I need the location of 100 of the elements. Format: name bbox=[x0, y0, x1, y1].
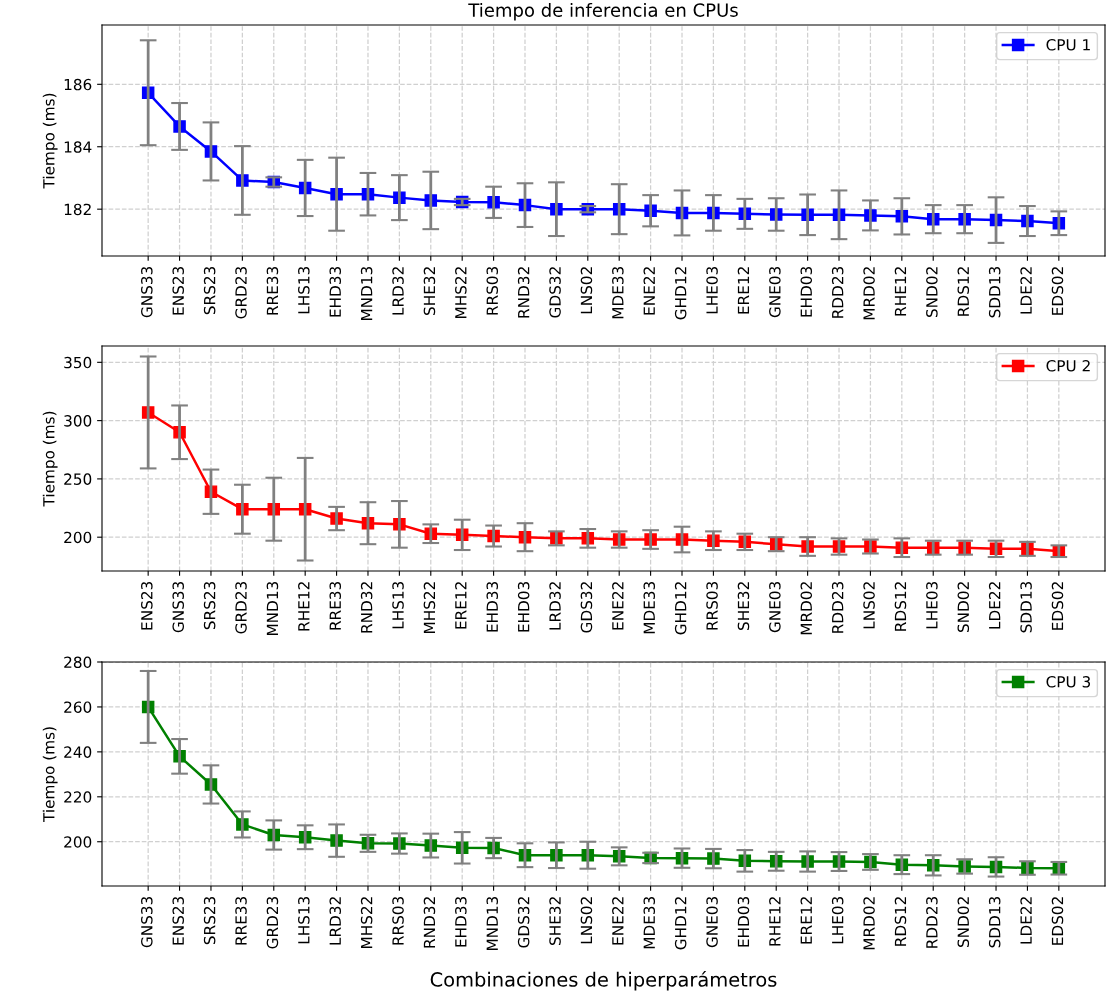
x-tick-label: LRD32 bbox=[329, 897, 342, 945]
x-tick-label: EDS02 bbox=[1051, 897, 1064, 945]
x-tick-label: ENS23 bbox=[172, 266, 184, 315]
x-tick-label: MRD02 bbox=[800, 582, 813, 635]
y-tick-label: 182 bbox=[64, 203, 91, 216]
y-axis-title: Tiempo (ms) bbox=[42, 727, 58, 823]
y-tick-label: 186 bbox=[64, 78, 92, 91]
x-tick-label: MND13 bbox=[266, 581, 279, 636]
x-tick-label: RRE33 bbox=[266, 266, 279, 315]
x-tick-label: ENE22 bbox=[643, 267, 655, 315]
legend-label: CPU 1 bbox=[1046, 39, 1090, 51]
y-tick-label: 260 bbox=[64, 701, 92, 713]
x-tick-label: LHE03 bbox=[831, 896, 844, 944]
x-tick-label: LHS13 bbox=[298, 896, 310, 944]
x-tick-label: LNS02 bbox=[580, 897, 593, 944]
x-tick-label: MRD02 bbox=[863, 267, 875, 320]
y-tick-label: 184 bbox=[64, 141, 92, 153]
x-tick-label: ENE22 bbox=[612, 582, 624, 630]
y-tick-label: 220 bbox=[64, 791, 92, 803]
x-tick-label: SDD13 bbox=[988, 896, 1001, 948]
x-tick-label: RDD23 bbox=[926, 896, 938, 948]
x-tick-label: EDS02 bbox=[1051, 582, 1064, 630]
x-tick-label: SND02 bbox=[957, 582, 970, 633]
x-tick-label: ENS23 bbox=[172, 896, 184, 945]
x-tick-label: RDD23 bbox=[831, 581, 844, 633]
x-tick-label: LNS02 bbox=[580, 267, 593, 314]
x-tick-label: LRD32 bbox=[392, 267, 404, 315]
x-tick-label: EDS02 bbox=[1051, 267, 1064, 315]
x-tick-label: RRS03 bbox=[706, 581, 718, 630]
y-axis-title: Tiempo (ms) bbox=[42, 93, 58, 189]
x-tick-label: GDS32 bbox=[549, 267, 561, 318]
x-tick-label: LHS13 bbox=[298, 266, 310, 314]
x-tick-label: EHD03 bbox=[517, 581, 530, 632]
x-tick-label: GNE03 bbox=[706, 896, 718, 948]
x-tick-label: RRE33 bbox=[329, 581, 342, 630]
x-tick-label: LDE22 bbox=[988, 582, 1001, 629]
y-axis-title: Tiempo (ms) bbox=[42, 411, 58, 507]
x-tick-label: ERE12 bbox=[455, 582, 467, 629]
x-tick-label: RDD23 bbox=[831, 266, 844, 318]
x-tick-label: SHE32 bbox=[737, 582, 750, 630]
chart-title: Tiempo de inferencia en CPUs bbox=[468, 2, 738, 21]
x-tick-label: MDE33 bbox=[643, 581, 656, 634]
y-tick-label: 250 bbox=[64, 473, 92, 485]
x-tick-label: GDS32 bbox=[580, 582, 593, 633]
x-tick-label: SHE32 bbox=[549, 897, 561, 945]
x-tick-label: MDE33 bbox=[612, 266, 624, 319]
x-tick-label: MND13 bbox=[360, 266, 373, 321]
x-tick-label: RND32 bbox=[360, 582, 373, 633]
x-tick-label: RHE12 bbox=[298, 582, 310, 631]
x-tick-label: LDE22 bbox=[1020, 267, 1032, 314]
x-tick-label: RND32 bbox=[517, 267, 530, 318]
x-tick-label: GNE03 bbox=[769, 266, 781, 318]
x-tick-label: MND13 bbox=[486, 896, 499, 951]
x-tick-label: ERE12 bbox=[737, 267, 750, 314]
y-tick-label: 300 bbox=[64, 415, 92, 427]
x-tick-label: GHD12 bbox=[674, 582, 687, 635]
x-tick-label: RRS03 bbox=[486, 266, 499, 315]
x-tick-label: EHD33 bbox=[329, 266, 342, 317]
x-tick-label: LHE03 bbox=[706, 266, 718, 314]
x-tick-label: SHE32 bbox=[423, 267, 436, 315]
y-tick-label: 240 bbox=[64, 746, 92, 758]
x-tick-label: ENE22 bbox=[612, 897, 624, 945]
x-tick-label: EHD03 bbox=[737, 896, 750, 947]
x-tick-label: RND32 bbox=[423, 897, 436, 948]
x-tick-label: ENS23 bbox=[141, 581, 153, 630]
x-tick-label: EHD33 bbox=[455, 896, 467, 947]
x-axis-title: Combinaciones de hiperparámetros bbox=[430, 970, 777, 991]
x-tick-label: LRD32 bbox=[549, 582, 561, 630]
x-tick-label: EHD33 bbox=[486, 581, 499, 632]
x-tick-label: GRD23 bbox=[266, 896, 279, 949]
x-tick-label: SRS23 bbox=[203, 581, 216, 630]
x-tick-label: GHD12 bbox=[674, 267, 687, 320]
x-tick-label: RHE12 bbox=[894, 267, 907, 316]
y-tick-label: 350 bbox=[64, 356, 92, 369]
x-tick-label: SND02 bbox=[926, 267, 938, 318]
x-tick-label: RDS12 bbox=[957, 267, 970, 316]
x-tick-label: SND02 bbox=[957, 897, 970, 948]
x-tick-label: SDD13 bbox=[1020, 581, 1032, 633]
x-tick-label: LHE03 bbox=[926, 581, 938, 629]
x-tick-label: MHS22 bbox=[423, 582, 436, 634]
x-tick-label: RRS03 bbox=[392, 896, 404, 945]
x-tick-label: SDD13 bbox=[988, 266, 1001, 318]
x-tick-label: RDS12 bbox=[894, 897, 907, 946]
x-tick-label: GHD12 bbox=[674, 897, 687, 950]
y-tick-label: 200 bbox=[64, 531, 92, 544]
y-tick-label: 280 bbox=[64, 656, 92, 669]
x-tick-label: GDS32 bbox=[517, 897, 530, 948]
x-tick-label: GNS33 bbox=[141, 266, 153, 318]
x-tick-label: RHE12 bbox=[769, 897, 781, 946]
x-tick-label: MRD02 bbox=[863, 897, 875, 950]
legend-label: CPU 3 bbox=[1046, 676, 1091, 688]
x-tick-label: RDS12 bbox=[894, 582, 907, 631]
legend-label: CPU 2 bbox=[1046, 360, 1090, 372]
x-tick-label: ERE12 bbox=[800, 897, 812, 944]
y-tick-label: 200 bbox=[64, 836, 92, 848]
x-tick-label: LDE22 bbox=[1020, 897, 1032, 944]
x-tick-label: GNS33 bbox=[172, 581, 184, 633]
x-tick-label: RRE33 bbox=[235, 896, 247, 945]
x-tick-label: EHD03 bbox=[800, 266, 813, 317]
x-tick-label: LNS02 bbox=[863, 582, 875, 629]
